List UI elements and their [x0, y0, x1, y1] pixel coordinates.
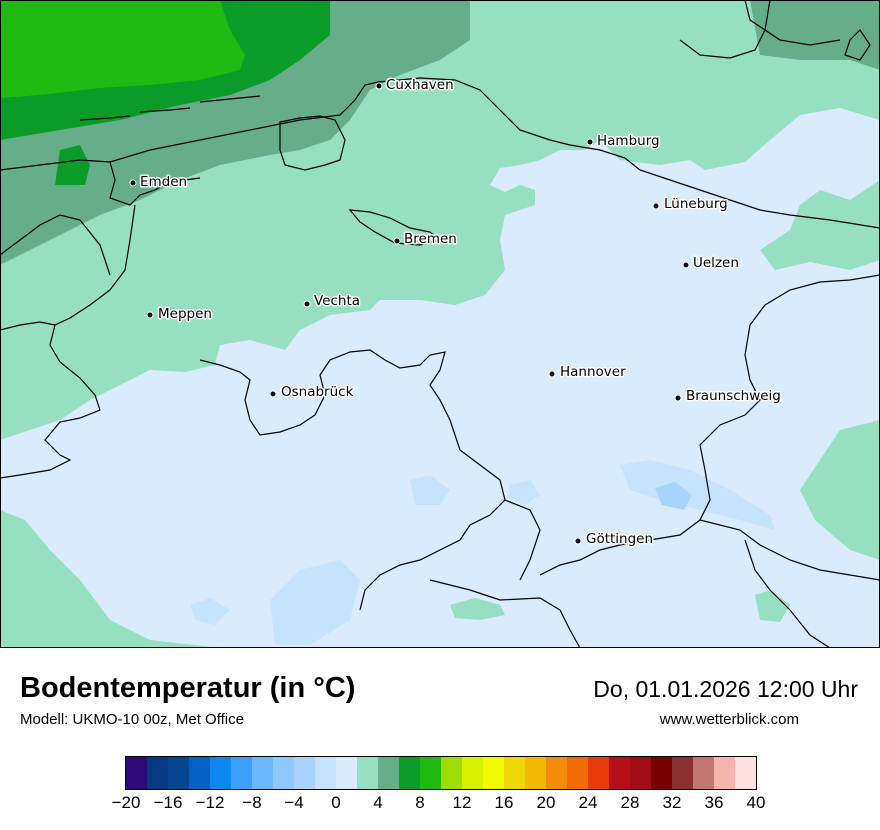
- temp-band-6-8-ne: [750, 0, 880, 70]
- city-hannover: Hannover: [548, 363, 628, 382]
- legend-tick-label: 0: [331, 793, 341, 812]
- legend-swatch: [504, 757, 526, 789]
- temp-band-0-2-b: [410, 475, 450, 505]
- legend-tick-label: 36: [704, 793, 724, 812]
- temp-band-4-6-patch2: [755, 590, 790, 622]
- legend-swatch: [630, 757, 652, 789]
- legend-tick-label: −20: [111, 793, 141, 812]
- temp-band-10-12: [0, 0, 245, 98]
- svg-text:Meppen: Meppen: [158, 306, 212, 322]
- legend-swatch: [189, 757, 211, 789]
- legend-tick-label: 8: [415, 793, 425, 812]
- legend-swatch: [546, 757, 568, 789]
- city-braunschweig: Braunschweig: [674, 387, 782, 406]
- temp-band-minus2-0: [655, 482, 692, 510]
- temp-band-4-6-east: [760, 180, 880, 270]
- legend-swatch: [441, 757, 463, 789]
- legend-tick-label: −4: [284, 793, 304, 812]
- temp-band-4-6-southeast: [800, 420, 880, 560]
- legend-swatch: [357, 757, 379, 789]
- svg-text:Osnabrück: Osnabrück: [281, 384, 354, 400]
- city-emden: Emden: [129, 173, 189, 192]
- svg-text:Lüneburg: Lüneburg: [664, 196, 728, 212]
- svg-text:Göttingen: Göttingen: [586, 531, 653, 547]
- temperature-map: Cuxhaven Hamburg Emden Lüneburg Bremen U…: [0, 0, 880, 648]
- legend-swatch: [399, 757, 421, 789]
- model-subtitle: Modell: UKMO-10 00z, Met Office: [20, 711, 244, 728]
- temp-band-4-6-southwest: [0, 510, 220, 648]
- temp-band-4-6-patch: [450, 598, 505, 620]
- svg-text:Hannover: Hannover: [560, 364, 626, 380]
- temp-band-0-2-d: [190, 598, 230, 625]
- svg-text:Vechta: Vechta: [314, 293, 360, 309]
- legend-tick-label: 16: [494, 793, 514, 812]
- legend-swatch: [147, 757, 169, 789]
- legend-tick-label: −12: [195, 793, 225, 812]
- legend-swatch: [168, 757, 190, 789]
- city-goettingen: Göttingen: [574, 530, 655, 549]
- color-legend: [125, 756, 757, 790]
- footer: Bodentemperatur (in °C) Modell: UKMO-10 …: [0, 648, 880, 830]
- legend-swatch: [609, 757, 631, 789]
- legend-tick-label: 28: [620, 793, 640, 812]
- legend-swatch: [210, 757, 232, 789]
- legend-swatch: [126, 757, 148, 789]
- legend-tick-label: 20: [536, 793, 556, 812]
- city-markers: Cuxhaven Hamburg Emden Lüneburg Bremen U…: [129, 76, 782, 549]
- city-uelzen: Uelzen: [682, 254, 740, 273]
- website-link[interactable]: www.wetterblick.com: [659, 711, 799, 728]
- legend-swatch: [252, 757, 274, 789]
- legend-swatch: [483, 757, 505, 789]
- svg-text:Emden: Emden: [140, 174, 187, 190]
- legend-tick-label: 32: [662, 793, 682, 812]
- svg-text:Bremen: Bremen: [404, 231, 457, 247]
- svg-text:Hamburg: Hamburg: [597, 133, 660, 149]
- legend-swatch: [378, 757, 400, 789]
- borders: [0, 0, 880, 648]
- forecast-datetime: Do, 01.01.2026 12:00 Uhr: [593, 676, 858, 702]
- legend-tick-label: −8: [242, 793, 262, 812]
- legend-tick-label: 24: [578, 793, 598, 812]
- legend-swatch: [273, 757, 295, 789]
- legend-swatch: [588, 757, 610, 789]
- temp-band-0-2-c: [270, 560, 360, 645]
- legend-frame: [125, 756, 757, 790]
- city-lueneburg: Lüneburg: [652, 195, 729, 214]
- legend-swatch: [231, 757, 253, 789]
- legend-tick-label: −16: [153, 793, 183, 812]
- city-hamburg: Hamburg: [586, 132, 661, 151]
- city-meppen: Meppen: [146, 305, 213, 324]
- temp-band-8-10-island: [55, 145, 90, 185]
- legend-tick-label: 40: [746, 793, 766, 812]
- svg-text:Braunschweig: Braunschweig: [686, 388, 781, 404]
- city-vechta: Vechta: [303, 292, 362, 311]
- legend-swatch: [651, 757, 673, 789]
- temp-band-0-2-e: [508, 480, 540, 505]
- legend-swatch: [420, 757, 442, 789]
- legend-swatch: [672, 757, 694, 789]
- city-cuxhaven: Cuxhaven: [375, 76, 455, 95]
- city-bremen: Bremen: [393, 230, 458, 249]
- svg-text:Cuxhaven: Cuxhaven: [386, 77, 454, 93]
- legend-swatch: [735, 757, 757, 789]
- legend-tick-label: 4: [373, 793, 383, 812]
- legend-swatch: [525, 757, 547, 789]
- legend-swatch: [462, 757, 484, 789]
- legend-swatch: [714, 757, 736, 789]
- legend-swatch: [567, 757, 589, 789]
- legend-swatch: [315, 757, 337, 789]
- legend-tick-label: 12: [452, 793, 472, 812]
- temp-band-0-2: [620, 460, 775, 530]
- city-osnabrueck: Osnabrück: [269, 383, 355, 402]
- legend-swatch: [294, 757, 316, 789]
- page-title: Bodentemperatur (in °C): [20, 672, 356, 704]
- legend-swatch: [336, 757, 358, 789]
- legend-swatch: [693, 757, 715, 789]
- svg-text:Uelzen: Uelzen: [693, 255, 739, 271]
